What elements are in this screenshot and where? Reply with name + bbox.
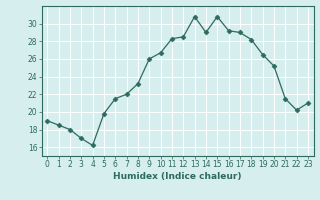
X-axis label: Humidex (Indice chaleur): Humidex (Indice chaleur) (113, 172, 242, 181)
